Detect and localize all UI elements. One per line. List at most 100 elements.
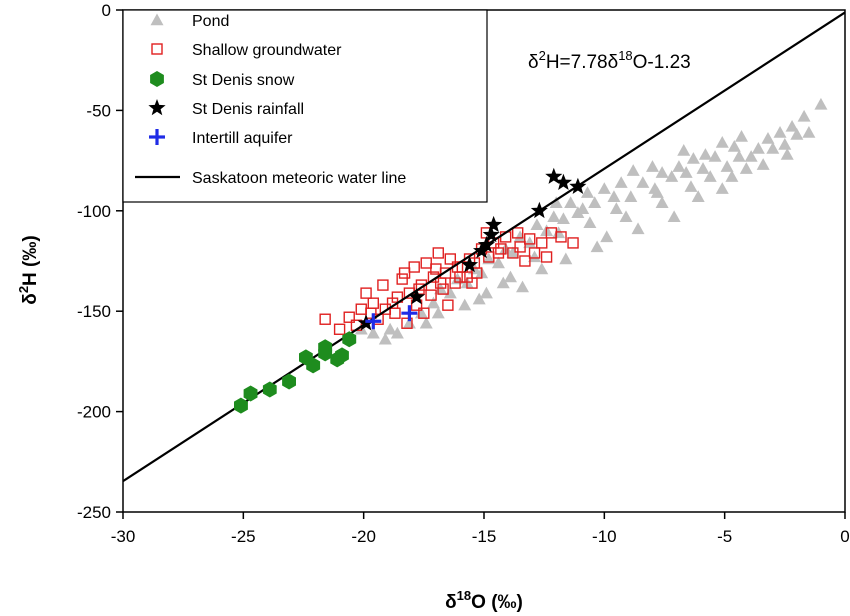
eq-part-1: δ — [528, 52, 539, 73]
shallow-groundwater-point — [519, 255, 531, 267]
pond-point — [482, 252, 496, 265]
shallow-groundwater-point — [430, 263, 442, 275]
shallow-groundwater-point — [454, 271, 466, 283]
pond-point — [655, 196, 669, 208]
pond-point — [708, 150, 722, 162]
pond-point — [549, 196, 563, 208]
legend-label: St Denis rainfall — [192, 101, 304, 118]
shallow-groundwater-point — [514, 241, 526, 253]
x-axis-ticks: -30 -25 -20 -15 -10 -5 0 — [111, 512, 850, 546]
x-tick-label: -20 — [351, 527, 376, 546]
legend-marker-st-denis-snow — [150, 71, 164, 87]
shallow-groundwater-point — [418, 307, 430, 319]
x-axis-title-sup: 18 — [457, 588, 471, 603]
pond-point — [523, 236, 537, 249]
shallow-groundwater-point — [555, 231, 567, 243]
pond-point — [679, 166, 693, 178]
pond-point — [802, 125, 816, 138]
shallow-groundwater-point — [434, 277, 447, 289]
shallow-groundwater-point — [396, 273, 408, 285]
pond-point — [773, 125, 787, 138]
shallow-groundwater-point — [432, 247, 444, 259]
shallow-groundwater-point — [398, 267, 411, 279]
pond-point — [720, 160, 734, 172]
shallow-groundwater-point — [437, 283, 449, 295]
st-denis-snow-point — [243, 385, 258, 402]
pond-point — [744, 150, 758, 162]
pond-point — [645, 160, 659, 172]
pond-point — [686, 152, 700, 164]
legend-marker-pond — [150, 13, 164, 26]
x-tick-label: -5 — [717, 527, 732, 546]
y-tick-label: -50 — [86, 101, 111, 120]
pond-point — [496, 276, 510, 289]
shallow-groundwater-point — [401, 317, 413, 329]
pond-point — [650, 186, 664, 198]
pond-point — [472, 292, 486, 305]
shallow-groundwater-point — [408, 261, 420, 273]
pond-point — [696, 162, 710, 174]
pond-point — [785, 119, 799, 132]
shallow-groundwater-point — [355, 303, 367, 315]
pond-point — [684, 180, 698, 192]
shallow-groundwater-point — [420, 257, 432, 269]
st-denis-rainfall-point — [482, 225, 500, 243]
pond-point — [778, 138, 792, 150]
shallow-groundwater-point — [333, 323, 346, 335]
eq-sup-2: 18 — [618, 48, 632, 63]
pond-point — [703, 170, 717, 182]
y-tick-label: 0 — [102, 1, 111, 20]
shallow-groundwater-point — [444, 253, 457, 265]
pond-point — [491, 256, 505, 269]
shallow-groundwater-point — [528, 247, 541, 259]
pond-point — [479, 286, 493, 299]
st-denis-rainfall-point — [530, 201, 548, 219]
st-denis-snow-point — [262, 381, 277, 398]
intertill-aquifer-point — [401, 305, 418, 322]
pond-point — [715, 136, 729, 148]
intertill-aquifer-series — [365, 305, 418, 330]
legend-marker-intertill-aquifer — [149, 129, 165, 145]
pond-point — [597, 182, 611, 194]
pond-point — [691, 190, 705, 202]
shallow-groundwater-point — [524, 233, 536, 245]
pond-point — [761, 132, 775, 144]
legend-label: Pond — [192, 13, 229, 30]
y-tick-label: -100 — [77, 202, 111, 221]
pond-point — [766, 142, 780, 154]
pond-point — [814, 97, 828, 110]
x-tick-label: -25 — [231, 527, 256, 546]
legend-label: Intertill aquifer — [192, 130, 293, 147]
pond-point — [513, 230, 527, 243]
pond-point — [715, 182, 729, 194]
st-denis-rainfall-point — [461, 256, 479, 273]
pond-point — [735, 130, 749, 142]
pond-point — [528, 250, 542, 263]
st-denis-rainfall-point — [473, 242, 491, 259]
pond-point — [503, 270, 517, 283]
x-tick-label: -30 — [111, 527, 136, 546]
pond-point — [732, 150, 746, 162]
st-denis-rainfall-point — [554, 173, 572, 190]
pond-point — [443, 286, 457, 299]
pond-point — [366, 326, 380, 339]
y-axis-title: δ2H (‰) — [16, 235, 41, 304]
pond-point — [590, 240, 604, 253]
pond-point — [727, 140, 741, 152]
pond-point — [626, 164, 640, 176]
st-denis-rainfall-point — [477, 235, 495, 253]
pond-point — [667, 210, 681, 223]
y-axis-ticks: 0 -50 -100 -150 -200 -250 — [77, 1, 123, 522]
pond-point — [780, 148, 794, 160]
pond-point — [547, 210, 561, 223]
pond-point — [559, 252, 573, 265]
shallow-groundwater-point — [442, 299, 454, 311]
pond-point — [725, 170, 739, 182]
y-tick-label: -200 — [77, 403, 111, 422]
eq-part-2: H=7.78δ — [546, 52, 618, 73]
st-denis-snow-point — [318, 339, 333, 356]
pond-point — [677, 144, 691, 156]
y-tick-label: -150 — [77, 302, 111, 321]
pond-point — [530, 218, 544, 231]
